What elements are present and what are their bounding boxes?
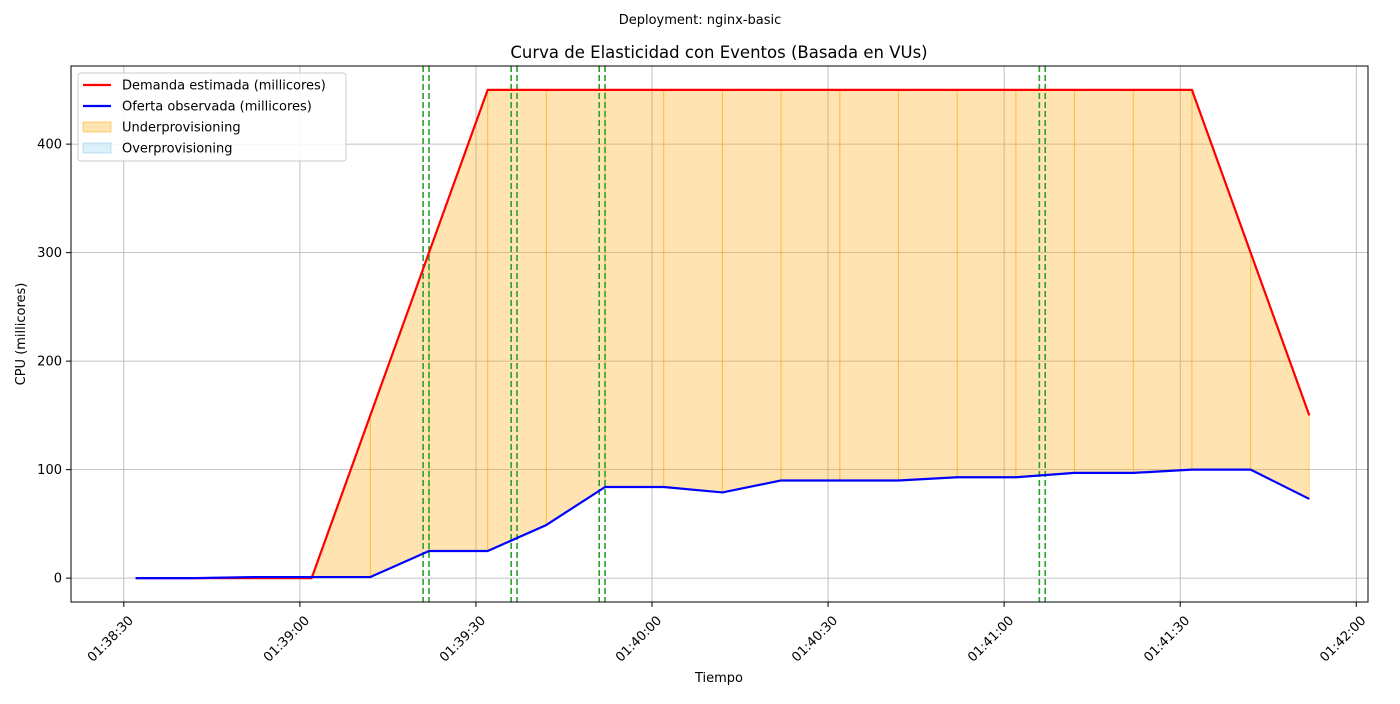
x-tick-label: 01:38:30 xyxy=(85,613,137,665)
x-axis-label: Tiempo xyxy=(694,671,743,686)
x-tick-label: 01:41:30 xyxy=(1141,613,1193,665)
y-tick-label: 300 xyxy=(37,246,62,261)
x-tick-label: 01:42:00 xyxy=(1317,613,1369,665)
x-tick-label: 01:40:00 xyxy=(613,613,665,665)
legend-box xyxy=(77,72,347,162)
underprovisioning-area xyxy=(897,89,958,482)
legend-item-overprovisioning-label: Overprovisioning xyxy=(122,142,233,157)
y-axis-label: CPU (millicores) xyxy=(14,283,29,386)
chart-title: Curva de Elasticidad con Eventos (Basada… xyxy=(510,43,927,62)
legend: Demanda estimada (millicores) Oferta obse… xyxy=(77,72,347,162)
x-tick-label: 01:39:30 xyxy=(437,613,489,665)
legend-item-overprovisioning-swatch xyxy=(82,142,112,154)
legend-item-demand-label: Demanda estimada (millicores) xyxy=(122,79,326,94)
y-tick-label: 0 xyxy=(54,572,62,587)
underprovisioning-area xyxy=(369,252,430,578)
underprovisioning-area xyxy=(839,89,899,481)
underprovisioning-area xyxy=(780,89,841,481)
underprovisioning-area xyxy=(604,89,665,488)
underprovisioning-area xyxy=(956,89,1017,478)
x-tick-label: 01:40:30 xyxy=(789,613,841,665)
x-tick-label: 01:39:00 xyxy=(261,613,313,665)
supply-line xyxy=(135,468,1310,580)
y-tick-label: 400 xyxy=(37,138,62,153)
y-tick-label: 100 xyxy=(37,463,62,478)
underprovisioning-area xyxy=(663,89,723,493)
chart-suptitle: Deployment: nginx-basic xyxy=(619,13,782,28)
x-tick-label: 01:41:00 xyxy=(965,613,1017,665)
underprovisioning-area xyxy=(1191,89,1252,471)
legend-item-supply-label: Oferta observada (millicores) xyxy=(122,100,312,115)
underprovisioning-area xyxy=(1074,89,1134,474)
y-tick-label: 200 xyxy=(37,355,62,370)
plot-area: 01:38:30 01:39:00 01:39:30 01:40:00 01:40:30… xyxy=(37,65,1369,665)
demand-line xyxy=(135,88,1311,580)
plot-frame xyxy=(70,65,1369,603)
underprovisioning-area xyxy=(1132,89,1193,474)
underprovisioning-area xyxy=(721,89,782,494)
underprovisioning-area xyxy=(545,89,606,526)
legend-item-underprovisioning-label: Underprovisioning xyxy=(122,121,241,136)
underprovisioning-area xyxy=(1250,252,1310,500)
legend-item-underprovisioning-swatch xyxy=(82,121,112,133)
underprovisioning-area xyxy=(428,89,489,552)
